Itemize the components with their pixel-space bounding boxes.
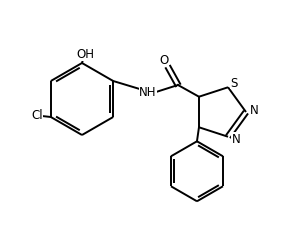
- Text: OH: OH: [76, 48, 94, 61]
- Text: Cl: Cl: [31, 109, 43, 122]
- Text: NH: NH: [139, 86, 157, 99]
- Text: N: N: [250, 104, 258, 117]
- Text: S: S: [230, 76, 238, 89]
- Text: N: N: [232, 133, 241, 146]
- Text: O: O: [159, 53, 169, 66]
